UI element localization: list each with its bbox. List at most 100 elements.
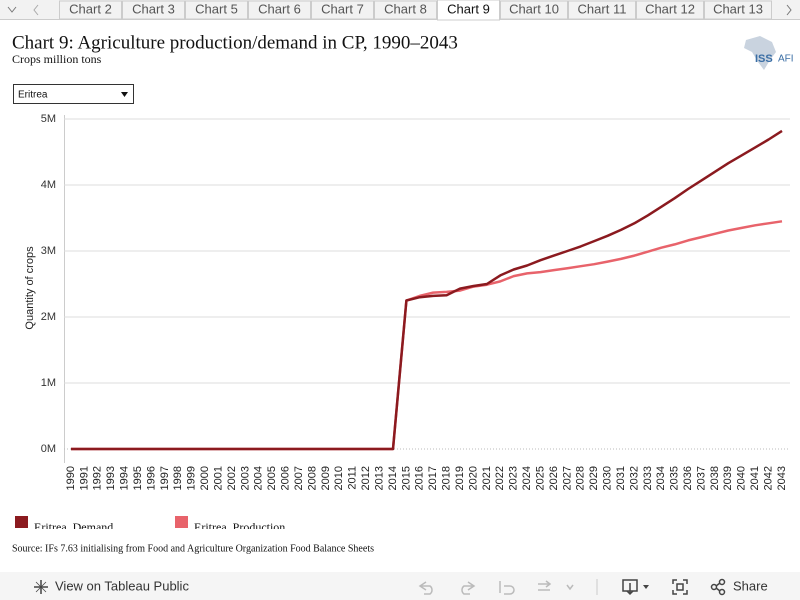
x-tick-label: 2000 bbox=[199, 466, 211, 490]
x-tick-label: 2013 bbox=[373, 466, 385, 490]
tab-prev[interactable] bbox=[33, 4, 39, 16]
tab[interactable] bbox=[437, 0, 500, 21]
x-tick-label: 2024 bbox=[521, 466, 533, 490]
x-tick-label: 1990 bbox=[65, 466, 77, 490]
x-tick-label: 2021 bbox=[481, 466, 493, 490]
view-on-tableau-link[interactable]: View on Tableau Public bbox=[55, 578, 189, 593]
x-tick-label: 2038 bbox=[709, 466, 721, 490]
tab[interactable] bbox=[122, 0, 185, 20]
x-tick-label: 1992 bbox=[92, 466, 104, 490]
x-tick-label: 1997 bbox=[159, 466, 171, 490]
x-tick-label: 2017 bbox=[427, 466, 439, 490]
x-tick-label: 2026 bbox=[548, 466, 560, 490]
x-tick-label: 2015 bbox=[400, 466, 412, 490]
y-axis-label: Quantity of crops bbox=[24, 246, 36, 330]
x-tick-label: 2001 bbox=[212, 466, 224, 490]
legend-swatch bbox=[175, 516, 188, 528]
x-tick-label: 2028 bbox=[575, 466, 587, 490]
y-tick-label: 0M bbox=[41, 443, 56, 455]
x-tick-label: 2019 bbox=[454, 466, 466, 490]
x-tick-label: 2025 bbox=[534, 466, 546, 490]
tab-label: Chart 11 bbox=[578, 1, 627, 16]
x-tick-label: 2005 bbox=[266, 466, 278, 490]
share-button[interactable]: Share bbox=[733, 578, 768, 593]
x-tick-label: 1996 bbox=[145, 466, 157, 490]
tab-label: Chart 8 bbox=[384, 1, 427, 16]
tab-label: Chart 12 bbox=[645, 1, 695, 16]
x-tick-label: 2006 bbox=[280, 466, 292, 490]
x-tick-label: 2003 bbox=[239, 466, 251, 490]
x-tick-label: 2029 bbox=[588, 466, 600, 490]
tab[interactable] bbox=[59, 0, 122, 20]
y-tick-label: 3M bbox=[41, 245, 56, 257]
plot: 0M 1M 2M 3M 4M 5M 1990 1991 1992 1993 1994 1995 1996… bbox=[41, 113, 790, 490]
tab-label: Chart 3 bbox=[132, 1, 175, 16]
x-tick-label: 1998 bbox=[172, 466, 184, 490]
x-tick-label: 2039 bbox=[722, 466, 734, 490]
x-tick-label: 2043 bbox=[776, 466, 788, 490]
tab[interactable] bbox=[568, 0, 636, 20]
x-tick-label: 2031 bbox=[615, 466, 627, 490]
x-tick-label: 2002 bbox=[226, 466, 238, 490]
x-tick-label: 2022 bbox=[494, 466, 506, 490]
logo-map bbox=[744, 36, 776, 70]
tab[interactable] bbox=[704, 0, 772, 20]
x-tick-label: 2004 bbox=[253, 466, 265, 490]
x-tick-label: 2042 bbox=[762, 466, 774, 490]
x-tick-label: 2023 bbox=[508, 466, 520, 490]
x-tick-label: 2040 bbox=[736, 466, 748, 490]
x-tick-label: 2010 bbox=[333, 466, 345, 490]
logo: ISS bbox=[755, 53, 773, 65]
x-tick-label: 2009 bbox=[320, 466, 332, 490]
chart-title: Chart 9: Agriculture production/demand i… bbox=[12, 32, 458, 53]
history-icons bbox=[418, 580, 574, 595]
x-tick-label: 2016 bbox=[414, 466, 426, 490]
share-icon[interactable] bbox=[710, 578, 726, 596]
tab[interactable] bbox=[248, 0, 311, 20]
tab-label: Chart 7 bbox=[321, 1, 364, 16]
tab[interactable] bbox=[185, 0, 248, 20]
x-tick-label: 2030 bbox=[602, 466, 614, 490]
x-tick-label: 1991 bbox=[78, 466, 90, 490]
y-tick-label: 2M bbox=[41, 311, 56, 323]
legend: Eritrea Demand Eritrea Production bbox=[15, 516, 285, 529]
x-tick-label: 2032 bbox=[628, 466, 640, 490]
tab[interactable] bbox=[636, 0, 704, 20]
download-caret bbox=[643, 585, 649, 589]
x-tick-label: 2007 bbox=[293, 466, 305, 490]
x-tick-label: 2033 bbox=[642, 466, 654, 490]
x-tick-label: 2020 bbox=[467, 466, 479, 490]
x-tick-label: 1999 bbox=[186, 466, 198, 490]
y-tick-label: 5M bbox=[41, 113, 56, 125]
x-tick-label: 2027 bbox=[561, 466, 573, 490]
tab-label: Chart 10 bbox=[509, 1, 559, 16]
download-icon[interactable] bbox=[622, 579, 638, 596]
legend-swatch bbox=[15, 516, 28, 528]
x-tick-label: 1995 bbox=[132, 466, 144, 490]
tableau-icon bbox=[34, 580, 48, 594]
x-tick-label: 2035 bbox=[669, 466, 681, 490]
tab[interactable] bbox=[311, 0, 374, 20]
y-tick-label: 1M bbox=[41, 377, 56, 389]
filter-value: Eritrea bbox=[18, 90, 48, 101]
x-tick-label: 2034 bbox=[655, 466, 667, 490]
x-tick-label: 2018 bbox=[441, 466, 453, 490]
tab[interactable] bbox=[374, 0, 437, 20]
tab[interactable] bbox=[500, 0, 568, 20]
x-tick-label: 2037 bbox=[695, 466, 707, 490]
tabs: Chart 2 Chart 3 Chart 5 Chart 6 Chart 7 Chart… bbox=[59, 0, 772, 21]
filter-dropdown[interactable] bbox=[13, 84, 134, 104]
fullscreen-icon[interactable] bbox=[672, 579, 688, 595]
logo-tail: AFI bbox=[778, 54, 794, 65]
toolbar bbox=[0, 572, 800, 600]
series-line bbox=[71, 129, 783, 451]
tab-label: Chart 5 bbox=[195, 1, 238, 16]
source: Source: IFs 7.63 initialising from Food … bbox=[12, 543, 374, 554]
x-tick-label: 2036 bbox=[682, 466, 694, 490]
tab-label: Chart 2 bbox=[69, 1, 112, 16]
x-tick-label: 2011 bbox=[347, 466, 359, 490]
series-line bbox=[71, 220, 783, 451]
tab-next[interactable] bbox=[786, 4, 792, 16]
tab-menu[interactable] bbox=[7, 6, 17, 13]
